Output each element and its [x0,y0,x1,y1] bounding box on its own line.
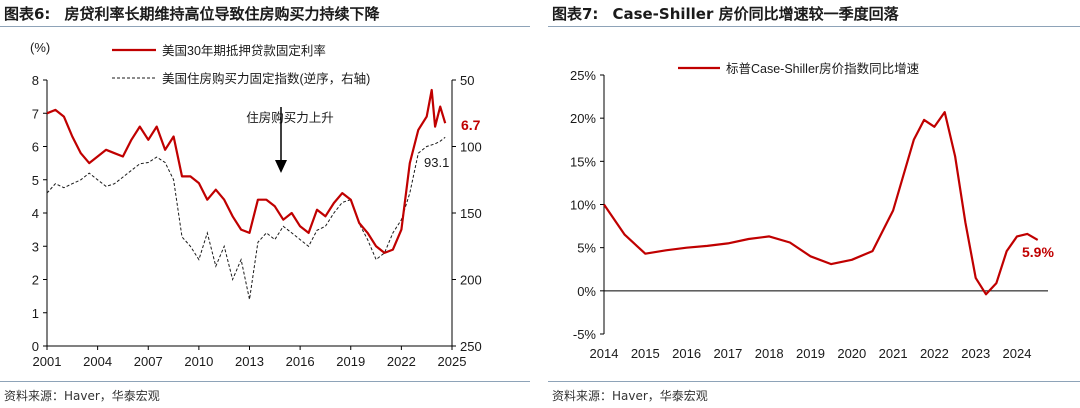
y-tick-label-left: 4 [32,206,39,221]
x-tick-label: 2022 [920,346,949,361]
x-tick-label: 2021 [879,346,908,361]
chart-title-left: 图表6: 房贷利率长期维持高位导致住房购买力持续下降 [4,5,380,23]
x-tick-label: 2024 [1003,346,1032,361]
y-tick-label-left: 2 [32,273,39,288]
line-chart-right: -5% 0% 5% 10% 15% 20% 25% 2014 2015 2016 2017 2018 2… [570,61,1054,361]
y-tick-label-right: 200 [460,273,482,288]
y-tick-label: 15% [570,154,596,169]
y-tick-label-left: 3 [32,239,39,254]
y-tick-label-left: 6 [32,140,39,155]
series-line-affordability-index [46,136,446,300]
source-note: 资料来源：Haver，华泰宏观 [4,389,160,403]
bottom-divider [548,381,1080,382]
x-tick-label: 2020 [837,346,866,361]
x-tick-label: 2016 [672,346,701,361]
x-tick-label: 2007 [134,354,163,369]
y-tick-label-right: 50 [460,73,474,88]
y-tick-label: 0% [577,284,596,299]
x-tick-label: 2015 [631,346,660,361]
x-tick-label: 2016 [286,354,315,369]
x-tick-label: 2001 [33,354,62,369]
source-note: 资料来源：Haver，华泰宏观 [552,389,708,403]
end-label-rate: 6.7 [461,117,481,133]
y-tick-label-left: 0 [32,339,39,354]
title-divider [0,26,530,27]
x-tick-label: 2018 [755,346,784,361]
line-chart-left: 0 1 2 3 4 5 6 7 8 (%) 50 100 150 200 250 2001 2004 2007 20… [30,40,482,369]
x-tick-label: 2010 [184,354,213,369]
x-tick-label: 2004 [83,354,112,369]
annotation-arrow-head [275,160,287,173]
y-tick-label: 25% [570,68,596,83]
chart-title-right: 图表7: Case-Shiller 房价同比增速较一季度回落 [552,5,899,23]
x-tick-label: 2023 [961,346,990,361]
legend-label-case-shiller: 标普Case-Shiller房价指数同比增速 [726,61,920,76]
end-label-index: 93.1 [424,155,449,170]
x-tick-label: 2019 [796,346,825,361]
x-tick-label: 2014 [590,346,619,361]
x-tick-label: 2025 [438,354,467,369]
title-divider [548,26,1080,27]
y-tick-label-right: 150 [460,206,482,221]
end-label: 5.9% [1022,244,1054,260]
y-axis-unit-left: (%) [30,40,50,55]
y-tick-label: 10% [570,198,596,213]
series-line-mortgage-rate [46,88,447,254]
x-tick-label: 2019 [336,354,365,369]
x-tick-label: 2022 [387,354,416,369]
y-tick-label-left: 7 [32,106,39,121]
y-tick-label: 5% [577,241,596,256]
bottom-divider [0,381,530,382]
chart-panel-left: 图表6: 房贷利率长期维持高位导致住房购买力持续下降 0 1 2 3 4 5 6 7 8 (%) 50… [0,0,530,408]
y-tick-label-left: 5 [32,173,39,188]
annotation-text: 住房购买力上升 [246,110,334,125]
y-tick-label-left: 8 [32,73,39,88]
legend-label-affordability-index: 美国住房购买力固定指数(逆序，右轴) [162,71,370,86]
y-tick-label-right: 250 [460,339,482,354]
y-tick-label: 20% [570,111,596,126]
series-line-case-shiller [603,111,1039,296]
y-tick-label-right: 100 [460,140,482,155]
y-tick-label-left: 1 [32,306,39,321]
y-tick-label: -5% [573,327,597,342]
x-tick-label: 2017 [713,346,742,361]
legend-label-mortgage-rate: 美国30年期抵押贷款固定利率 [162,43,326,58]
chart-panel-right: 图表7: Case-Shiller 房价同比增速较一季度回落 -5% 0% 5% 10%… [548,0,1080,408]
x-tick-label: 2013 [235,354,264,369]
